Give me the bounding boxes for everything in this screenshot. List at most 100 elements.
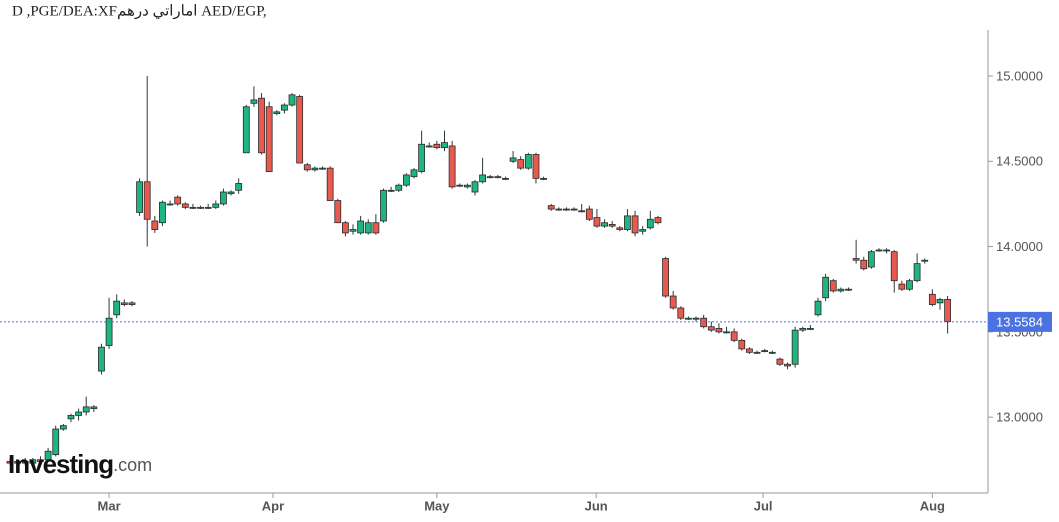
candle-body <box>433 143 441 149</box>
candle-body <box>67 415 75 420</box>
candle-body <box>776 358 784 365</box>
candle-body <box>639 229 647 232</box>
candle-body <box>349 229 357 232</box>
candle-body <box>265 106 273 172</box>
candle-body <box>532 154 540 179</box>
candle-body <box>883 249 891 252</box>
candle-body <box>585 208 593 220</box>
candle-body <box>37 459 44 462</box>
candle-body <box>486 176 494 179</box>
candle-body <box>723 331 730 334</box>
candle-body <box>75 411 82 416</box>
candle-body <box>29 459 37 464</box>
candle-body <box>494 176 502 179</box>
candle-body <box>601 222 608 227</box>
candle-body <box>509 157 517 162</box>
candle-body <box>555 208 563 211</box>
candle-body <box>654 217 662 224</box>
candle-body <box>746 348 753 353</box>
x-tick-label: Mar <box>98 498 121 513</box>
candle-body <box>136 181 143 213</box>
candle-body <box>563 208 570 211</box>
candle-body <box>524 154 532 169</box>
candle-body <box>837 288 845 292</box>
x-tick-label: Apr <box>262 498 284 513</box>
candle-body <box>235 183 243 191</box>
candle-body <box>303 164 311 171</box>
last-price-tag <box>988 311 1052 332</box>
candle-body <box>631 215 639 234</box>
candle-body <box>578 210 586 213</box>
candle-body <box>829 280 837 292</box>
y-tick-label: 14.0000 <box>996 239 1043 254</box>
candle-body <box>425 145 433 148</box>
candle-body <box>59 425 67 430</box>
y-tick-label: 15.0000 <box>996 68 1043 83</box>
candle-body <box>707 326 715 331</box>
candle-body <box>784 363 791 367</box>
candle-body <box>387 189 395 192</box>
candle-body <box>21 461 29 464</box>
candle-body <box>906 280 913 290</box>
candle-body <box>273 111 281 114</box>
candle-body <box>463 184 471 188</box>
candle-body <box>608 224 616 227</box>
candle-body <box>441 142 448 149</box>
watermark-brand: Investing <box>8 449 113 479</box>
candle-body <box>867 251 875 268</box>
candle-body <box>174 196 182 205</box>
candle-body <box>395 184 403 191</box>
candle-body <box>814 300 822 316</box>
candle-body <box>547 205 555 210</box>
candle-body <box>52 428 60 456</box>
candle-body <box>715 328 723 333</box>
x-tick-label: Jun <box>585 498 608 513</box>
candle-body <box>380 189 387 222</box>
candle-body <box>692 317 700 320</box>
candle-body <box>212 203 220 208</box>
candle-body <box>685 317 692 320</box>
candle-body <box>730 331 738 341</box>
candle-body <box>799 328 807 331</box>
candle-body <box>166 203 174 206</box>
candle-body <box>860 259 868 270</box>
candle-body <box>311 167 319 171</box>
candle-body <box>159 201 166 224</box>
candle-body <box>82 406 90 413</box>
candles <box>6 76 951 467</box>
candle-body <box>242 106 250 154</box>
candle-body <box>921 259 929 262</box>
last-price-label: 13.5584 <box>996 314 1043 329</box>
candle-body <box>128 302 136 305</box>
candle-body <box>220 191 227 205</box>
candle-body <box>646 218 654 229</box>
candle-body <box>898 283 906 290</box>
x-tick-label: Jul <box>754 498 773 513</box>
candle-body <box>181 203 189 208</box>
candle-body <box>105 317 113 346</box>
candle-body <box>890 251 898 282</box>
candle-body <box>913 263 921 282</box>
candle-body <box>341 222 349 234</box>
candle-body <box>677 307 685 319</box>
candle-body <box>852 258 860 261</box>
chart-title: D ,PGE/DEA:XFاماراتي درهم AED/EGP, <box>12 3 267 19</box>
candle-body <box>806 328 814 330</box>
candle-body <box>875 249 883 252</box>
candle-body <box>768 351 776 354</box>
candle-body <box>326 167 334 201</box>
candle-body <box>410 169 418 178</box>
candle-body <box>98 346 105 372</box>
candle-body <box>471 181 479 193</box>
candle-body <box>357 220 365 234</box>
candle-body <box>14 461 22 464</box>
candle-body <box>928 293 936 305</box>
x-tick-label: May <box>424 498 450 513</box>
candle-body <box>448 145 456 188</box>
candle-body <box>204 206 212 209</box>
candle-body <box>540 177 547 180</box>
candle-body <box>6 461 14 464</box>
candle-body <box>418 143 426 172</box>
y-tick-label: 13.0000 <box>996 410 1043 425</box>
candle-body <box>197 206 204 209</box>
